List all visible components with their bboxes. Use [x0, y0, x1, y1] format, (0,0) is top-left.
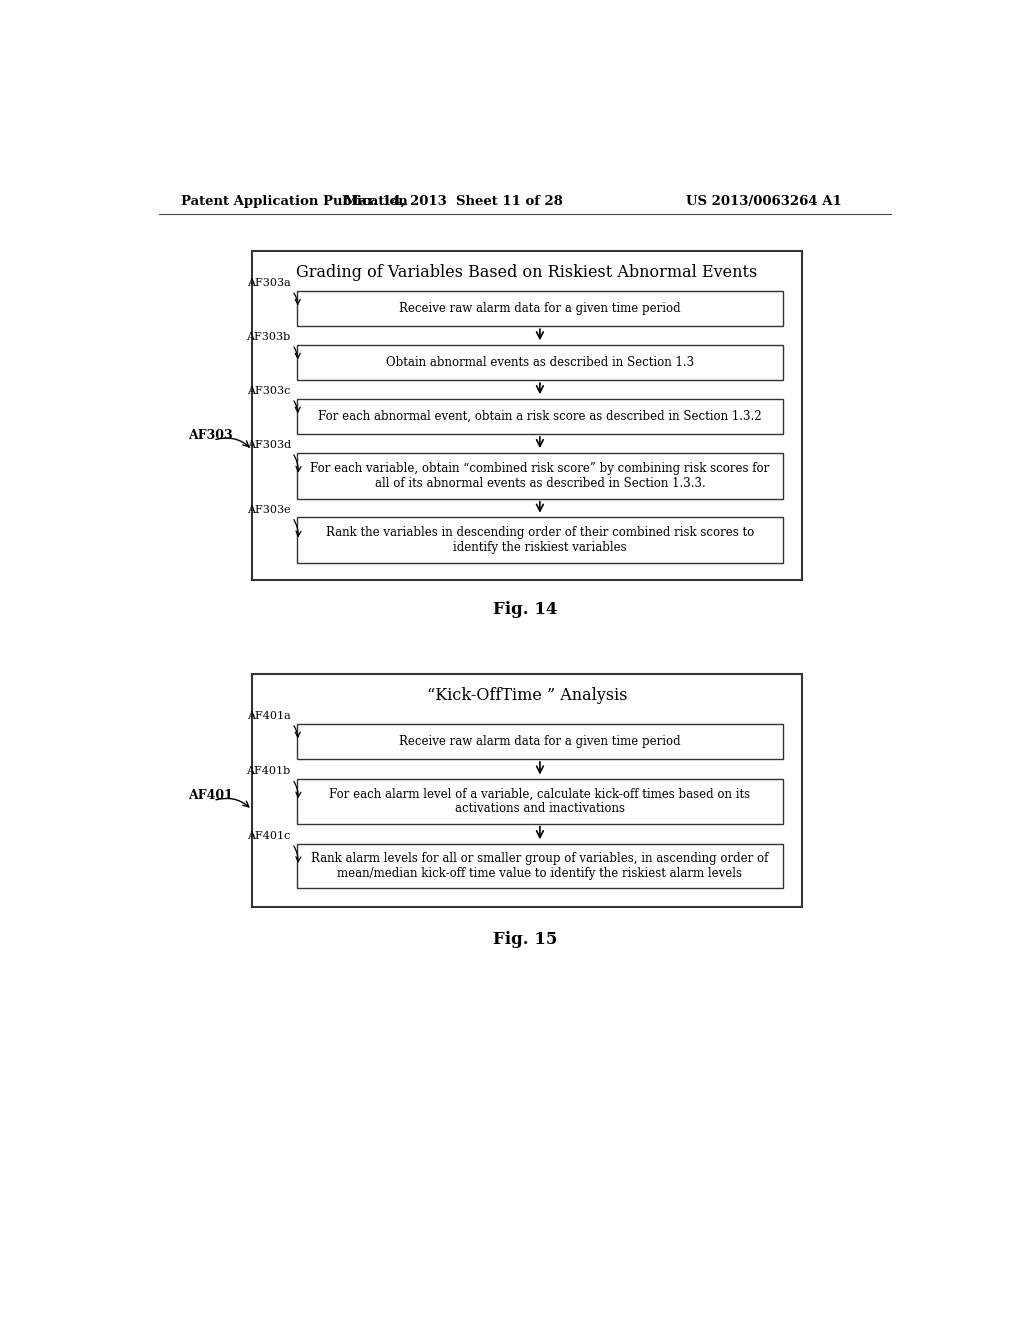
Text: AF303a: AF303a: [247, 279, 291, 288]
Text: US 2013/0063264 A1: US 2013/0063264 A1: [686, 195, 842, 209]
Text: AF401: AF401: [188, 789, 233, 803]
Bar: [297, 290, 783, 326]
Text: Grading of Variables Based on Riskiest Abnormal Events: Grading of Variables Based on Riskiest A…: [297, 264, 758, 281]
Text: Patent Application Publication: Patent Application Publication: [180, 195, 408, 209]
Bar: [297, 517, 783, 564]
Bar: [297, 399, 783, 434]
Text: Receive raw alarm data for a given time period: Receive raw alarm data for a given time …: [399, 735, 681, 748]
Text: AF401b: AF401b: [247, 767, 291, 776]
Text: Rank alarm levels for all or smaller group of variables, in ascending order of
m: Rank alarm levels for all or smaller gro…: [311, 851, 769, 880]
Text: “Kick-OffTime ” Analysis: “Kick-OffTime ” Analysis: [427, 688, 628, 705]
Text: Fig. 14: Fig. 14: [493, 601, 557, 618]
Bar: [252, 675, 802, 907]
Text: AF303b: AF303b: [247, 333, 291, 342]
Text: Fig. 15: Fig. 15: [493, 931, 557, 948]
Bar: [252, 251, 802, 581]
Text: For each alarm level of a variable, calculate kick-off times based on its
activa: For each alarm level of a variable, calc…: [330, 787, 751, 816]
Text: Mar. 14, 2013  Sheet 11 of 28: Mar. 14, 2013 Sheet 11 of 28: [344, 195, 563, 209]
Bar: [297, 453, 783, 499]
Text: AF303e: AF303e: [247, 504, 291, 515]
Text: For each abnormal event, obtain a risk score as described in Section 1.3.2: For each abnormal event, obtain a risk s…: [318, 409, 762, 422]
Text: AF401a: AF401a: [247, 711, 291, 721]
Text: AF303: AF303: [188, 429, 233, 442]
Bar: [297, 843, 783, 888]
Text: AF303c: AF303c: [248, 385, 291, 396]
Text: Rank the variables in descending order of their combined risk scores to
identify: Rank the variables in descending order o…: [326, 527, 754, 554]
Text: AF401c: AF401c: [248, 832, 291, 841]
Bar: [297, 345, 783, 380]
Text: Obtain abnormal events as described in Section 1.3: Obtain abnormal events as described in S…: [386, 356, 694, 370]
Text: AF303d: AF303d: [247, 440, 291, 450]
Bar: [297, 779, 783, 824]
Text: Receive raw alarm data for a given time period: Receive raw alarm data for a given time …: [399, 302, 681, 315]
Bar: [297, 723, 783, 759]
Text: For each variable, obtain “combined risk score” by combining risk scores for
all: For each variable, obtain “combined risk…: [310, 462, 770, 490]
